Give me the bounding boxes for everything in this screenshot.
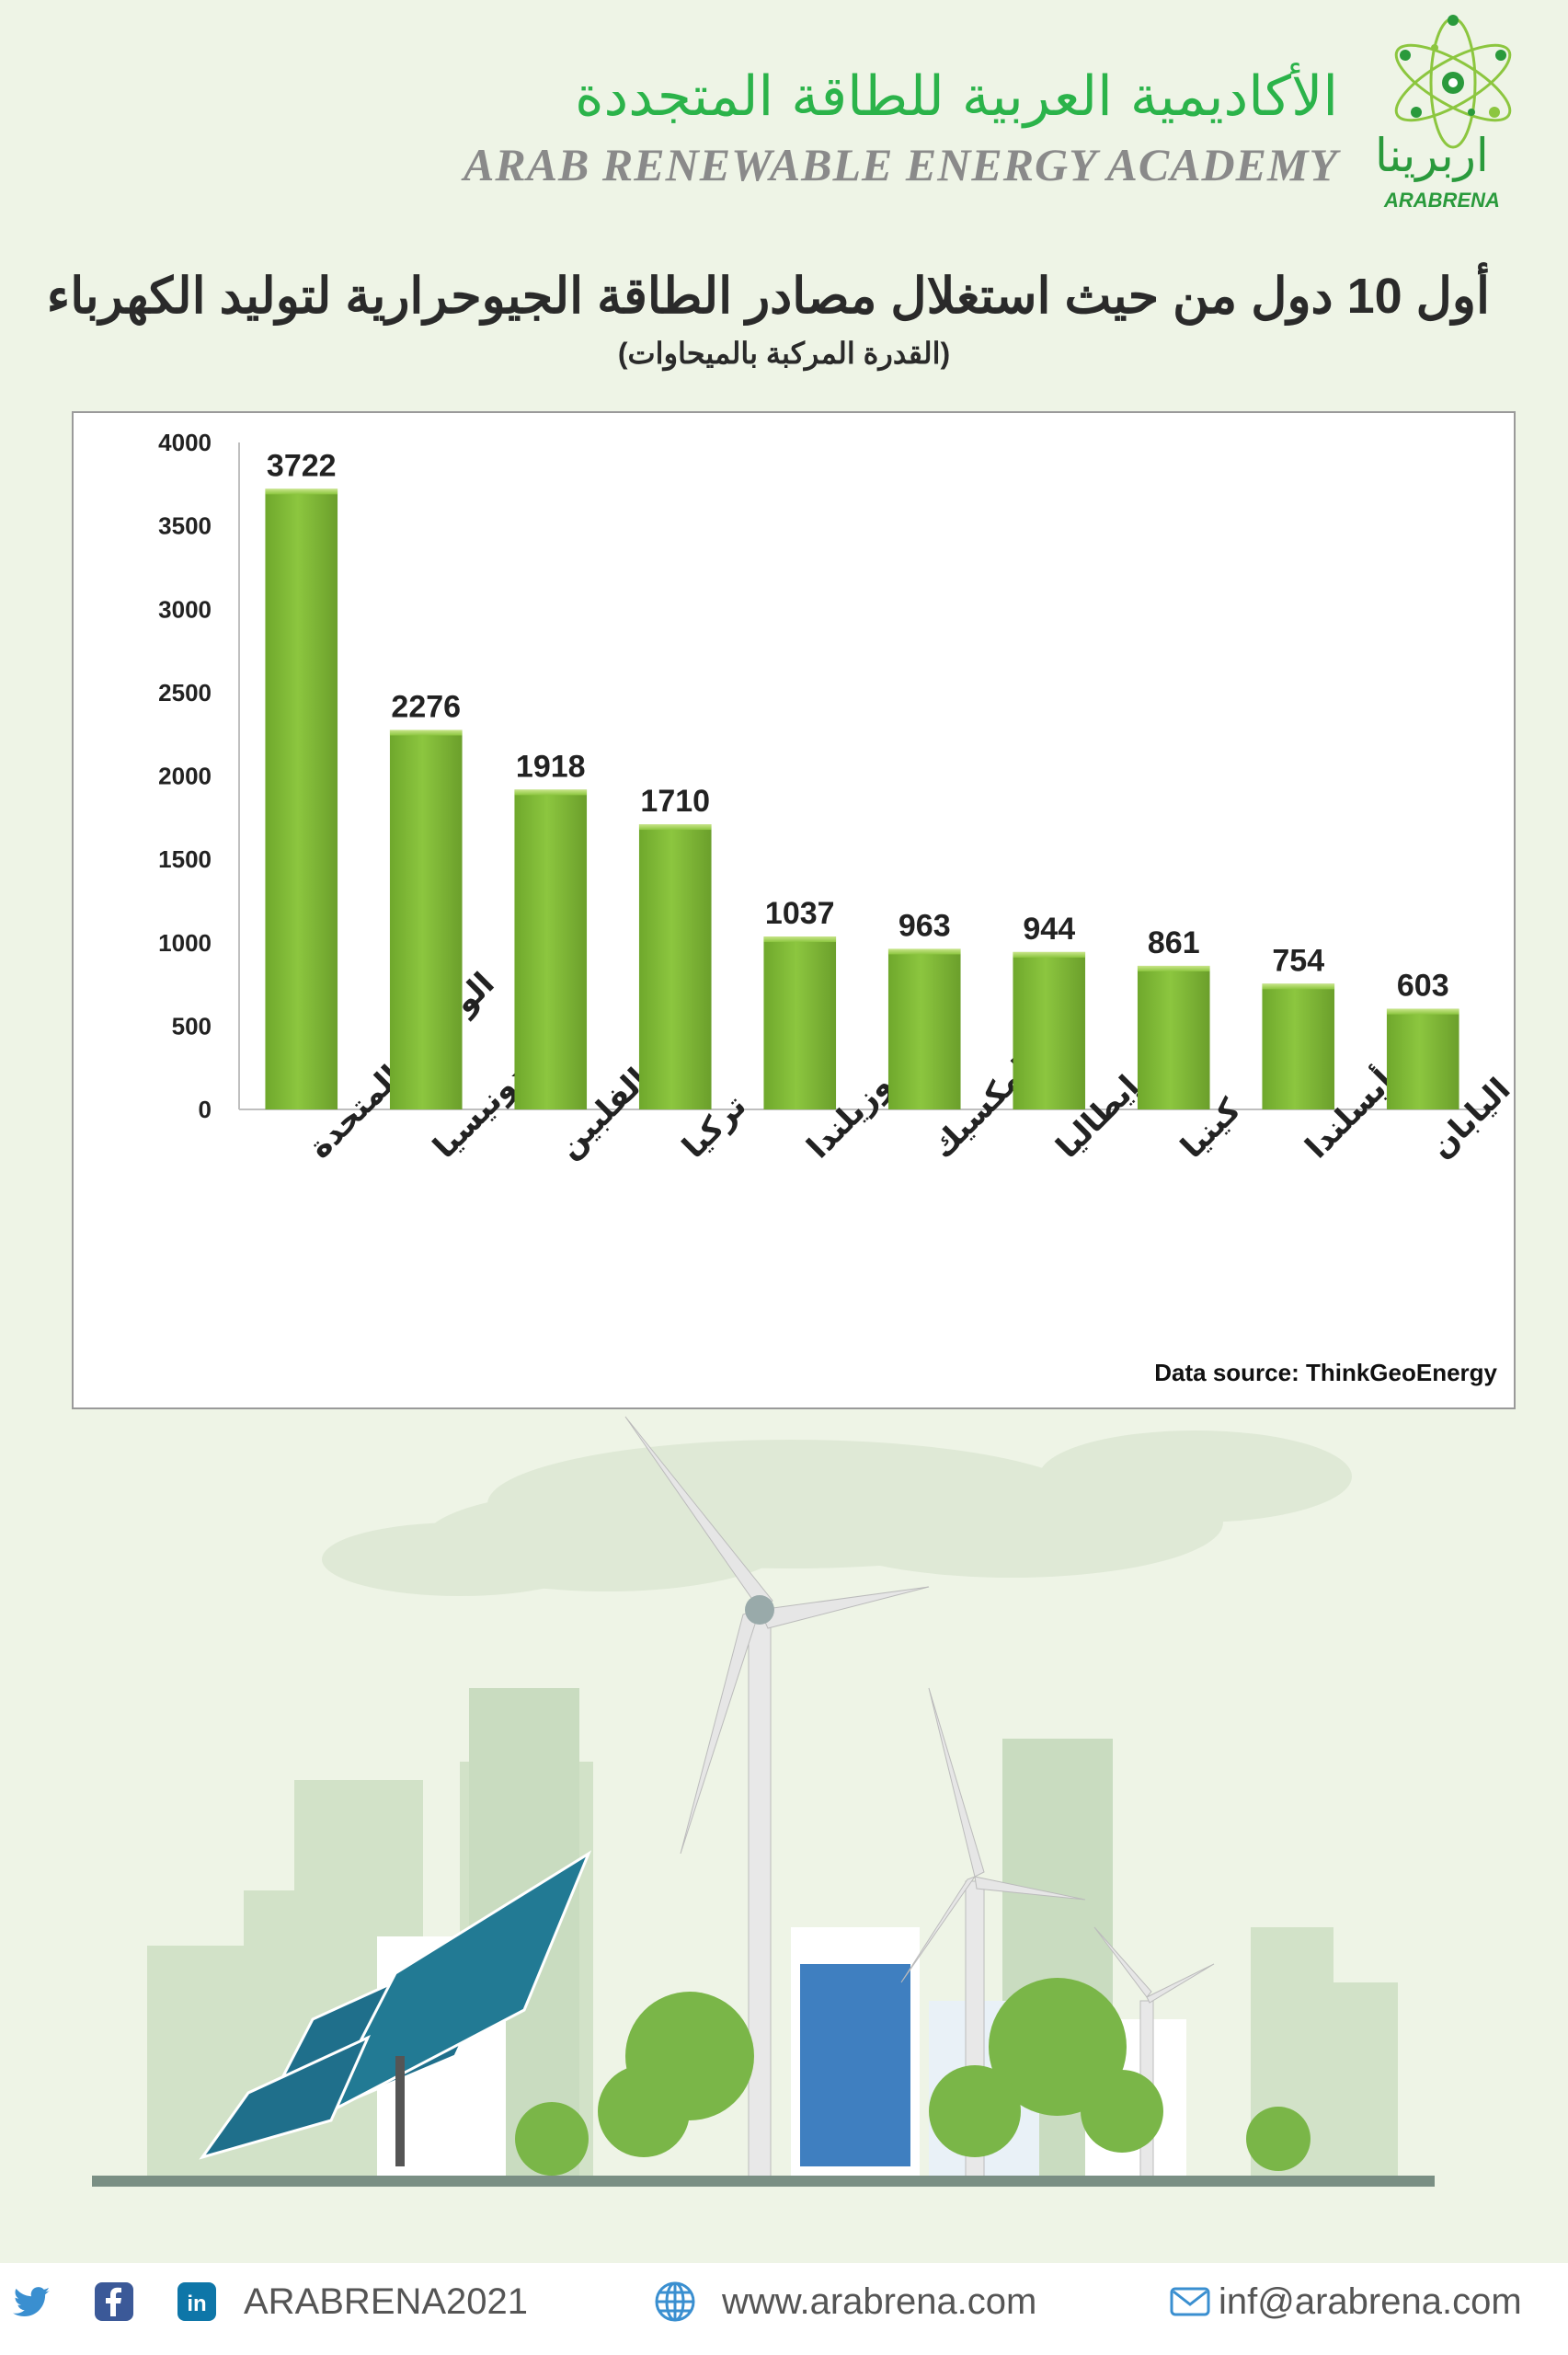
chart-subtitle: (القدرة المركبة بالميحاوات) [617,337,951,370]
y-tick-label: 1500 [158,845,212,873]
bar [1262,983,1335,1109]
y-tick-label: 4000 [158,429,212,456]
bar [1013,951,1086,1109]
bar-cap [389,729,463,736]
bar-cap [638,824,712,831]
bar [887,948,961,1109]
bar-cap [1386,1008,1459,1015]
globe-icon [655,2281,695,2322]
bar-cap [265,488,338,495]
y-tick-label: 2500 [158,679,212,706]
chart-title: أول 10 دول من حيث استغلال مصادر الطاقة ا… [46,269,1490,324]
logo-text-english: ARABRENA [1384,189,1500,212]
bar-cap [1262,983,1335,990]
data-label: 603 [1397,969,1449,1004]
bar [1386,1008,1459,1109]
email-link[interactable]: inf@arabrena.com [1219,2281,1522,2322]
brand-name-arabic: الأكاديمية العربية للطاقة المتجددة [575,64,1338,129]
bar [763,936,837,1109]
logo-text-arabic: اربرينا [1375,129,1489,182]
mail-icon [1170,2287,1210,2316]
data-source: Data source: ThinkGeoEnergy [1154,1359,1497,1386]
facebook-icon[interactable] [92,2280,136,2324]
trees [515,1978,1310,2176]
data-label: 3722 [267,448,337,483]
solar-panels [199,1850,592,2166]
bar [1137,965,1210,1109]
footer [0,2263,1568,2355]
ground-line [92,2176,1435,2187]
bar-cap [1137,965,1210,971]
chart-panel: 050010001500200025003000350040003722الول… [72,411,1516,1409]
data-label: 2276 [391,689,461,724]
y-tick-label: 2000 [158,763,212,790]
bar-cap [1013,951,1086,958]
svg-text:in: in [187,2292,206,2316]
brand-name-english: ARAB RENEWABLE ENERGY ACADEMY [464,139,1338,190]
data-label: 861 [1148,925,1200,960]
bar [265,488,338,1109]
social-handle: ARABRENA2021 [244,2281,529,2322]
atom-logo-icon [1394,15,1512,149]
clouds [322,1430,1352,1596]
renewable-energy-illustration [92,1416,1435,2187]
bar-cap [514,789,588,796]
data-label: 944 [1023,912,1075,947]
y-tick-label: 1000 [158,929,212,957]
twitter-icon[interactable] [9,2280,53,2324]
bar-chart: 050010001500200025003000350040003722الول… [158,429,1514,1166]
data-label: 1918 [516,749,586,784]
y-tick-label: 0 [199,1096,212,1123]
bar [514,789,588,1109]
bar-cap [887,948,961,955]
data-label: 754 [1272,943,1324,978]
data-label: 1037 [765,896,835,931]
linkedin-icon[interactable]: in [175,2280,219,2324]
bar-cap [763,936,837,943]
y-tick-label: 3500 [158,512,212,540]
bar [638,824,712,1109]
data-label: 963 [898,908,951,943]
website-link[interactable]: www.arabrena.com [722,2281,1037,2322]
y-tick-label: 500 [172,1012,212,1040]
y-tick-label: 3000 [158,595,212,623]
bar [389,729,463,1109]
data-label: 1710 [640,784,710,819]
